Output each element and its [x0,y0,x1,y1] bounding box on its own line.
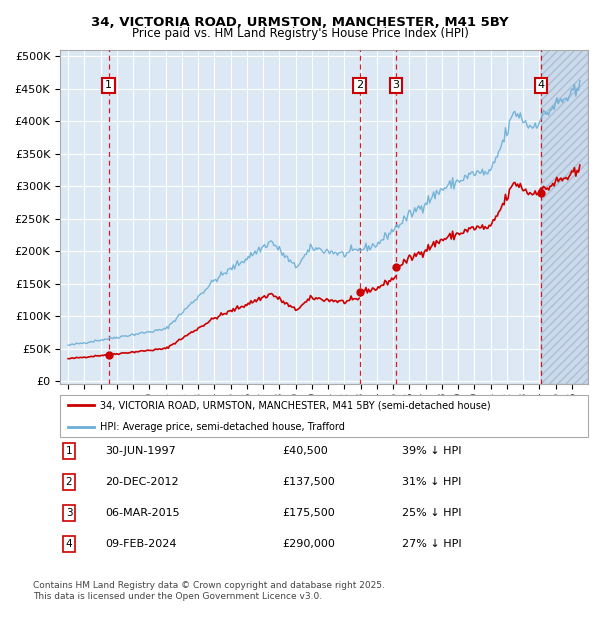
Text: 2: 2 [65,477,73,487]
Text: 06-MAR-2015: 06-MAR-2015 [105,508,179,518]
Text: 2: 2 [356,81,364,91]
Text: This data is licensed under the Open Government Licence v3.0.: This data is licensed under the Open Gov… [33,592,322,601]
Text: 4: 4 [538,81,544,91]
Text: 3: 3 [392,81,400,91]
Text: 20-DEC-2012: 20-DEC-2012 [105,477,179,487]
FancyBboxPatch shape [60,395,588,437]
Text: 3: 3 [65,508,73,518]
Text: 1: 1 [65,446,73,456]
Text: £290,000: £290,000 [282,539,335,549]
Text: Price paid vs. HM Land Registry's House Price Index (HPI): Price paid vs. HM Land Registry's House … [131,27,469,40]
Text: 34, VICTORIA ROAD, URMSTON, MANCHESTER, M41 5BY: 34, VICTORIA ROAD, URMSTON, MANCHESTER, … [91,16,509,29]
Text: £175,500: £175,500 [282,508,335,518]
Text: HPI: Average price, semi-detached house, Trafford: HPI: Average price, semi-detached house,… [100,422,344,432]
Text: 30-JUN-1997: 30-JUN-1997 [105,446,176,456]
Text: 25% ↓ HPI: 25% ↓ HPI [402,508,461,518]
Text: 1: 1 [105,81,112,91]
Text: 27% ↓ HPI: 27% ↓ HPI [402,539,461,549]
Text: 09-FEB-2024: 09-FEB-2024 [105,539,176,549]
Text: 39% ↓ HPI: 39% ↓ HPI [402,446,461,456]
Text: £137,500: £137,500 [282,477,335,487]
Text: 34, VICTORIA ROAD, URMSTON, MANCHESTER, M41 5BY (semi-detached house): 34, VICTORIA ROAD, URMSTON, MANCHESTER, … [100,401,490,410]
Text: 31% ↓ HPI: 31% ↓ HPI [402,477,461,487]
Text: Contains HM Land Registry data © Crown copyright and database right 2025.: Contains HM Land Registry data © Crown c… [33,581,385,590]
Text: £40,500: £40,500 [282,446,328,456]
Text: 4: 4 [65,539,73,549]
